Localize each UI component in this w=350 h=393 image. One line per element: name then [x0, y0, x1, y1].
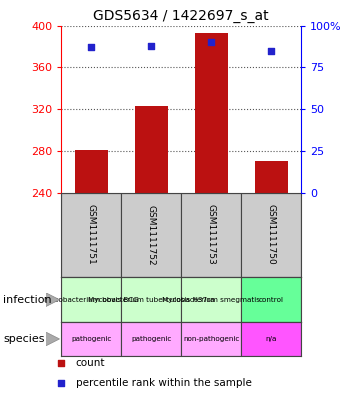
Bar: [121, 322, 181, 356]
Point: [148, 42, 154, 49]
Text: control: control: [259, 297, 284, 303]
Text: infection: infection: [4, 295, 52, 305]
Point: [268, 48, 274, 54]
Bar: [254, 161, 287, 193]
Text: pathogenic: pathogenic: [71, 336, 111, 342]
Text: GSM1111751: GSM1111751: [87, 204, 96, 265]
Text: Mycobacterium bovis BCG: Mycobacterium bovis BCG: [44, 297, 139, 303]
Text: GSM1111752: GSM1111752: [147, 204, 156, 265]
Bar: [61, 277, 121, 322]
Bar: [75, 150, 108, 193]
Bar: [181, 193, 241, 277]
Text: GSM1111753: GSM1111753: [206, 204, 216, 265]
Bar: [61, 193, 121, 277]
Text: GSM1111750: GSM1111750: [267, 204, 275, 265]
Bar: [61, 322, 121, 356]
Bar: [181, 277, 241, 322]
Text: species: species: [4, 334, 45, 344]
Bar: [181, 322, 241, 356]
Polygon shape: [46, 332, 60, 346]
Text: count: count: [76, 358, 105, 369]
Bar: [135, 106, 168, 193]
Text: non-pathogenic: non-pathogenic: [183, 336, 239, 342]
Text: percentile rank within the sample: percentile rank within the sample: [76, 378, 252, 388]
Text: n/a: n/a: [265, 336, 277, 342]
Point: [89, 44, 94, 50]
Bar: [241, 277, 301, 322]
Title: GDS5634 / 1422697_s_at: GDS5634 / 1422697_s_at: [93, 9, 269, 23]
Text: Mycobacterium smegmatis: Mycobacterium smegmatis: [162, 297, 260, 303]
Point: [58, 380, 64, 386]
Bar: [195, 33, 228, 193]
Point: [58, 360, 64, 367]
Text: pathogenic: pathogenic: [131, 336, 172, 342]
Bar: [241, 322, 301, 356]
Point: [208, 39, 214, 45]
Bar: [241, 193, 301, 277]
Polygon shape: [46, 292, 60, 307]
Bar: [121, 277, 181, 322]
Text: Mycobacterium tuberculosis H37ra: Mycobacterium tuberculosis H37ra: [88, 297, 215, 303]
Bar: [121, 193, 181, 277]
